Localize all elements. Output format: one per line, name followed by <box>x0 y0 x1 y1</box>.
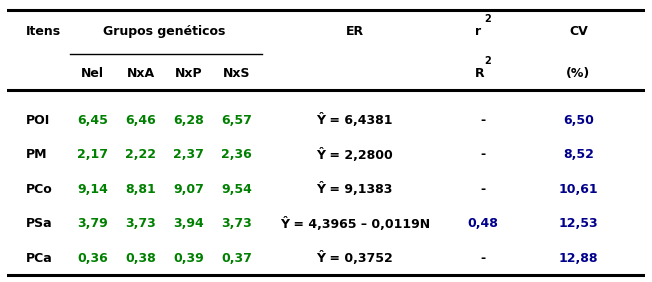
Text: -: - <box>480 183 485 196</box>
Text: 9,07: 9,07 <box>173 183 204 196</box>
Text: 0,48: 0,48 <box>467 217 498 230</box>
Text: 2,22: 2,22 <box>125 148 156 161</box>
Text: R: R <box>475 67 484 80</box>
Text: -: - <box>480 114 485 127</box>
Text: 0,36: 0,36 <box>78 252 108 265</box>
Text: 3,79: 3,79 <box>78 217 108 230</box>
Text: -: - <box>480 252 485 265</box>
Text: PCa: PCa <box>25 252 52 265</box>
Text: POI: POI <box>25 114 50 127</box>
Text: PCo: PCo <box>25 183 52 196</box>
Text: Nel: Nel <box>82 67 104 80</box>
Text: Ŷ = 4,3965 – 0,0119N: Ŷ = 4,3965 – 0,0119N <box>280 217 430 231</box>
Text: Itens: Itens <box>25 25 61 38</box>
Text: Ŷ = 6,4381: Ŷ = 6,4381 <box>316 113 393 127</box>
Text: 3,73: 3,73 <box>221 217 252 230</box>
Text: 0,39: 0,39 <box>173 252 204 265</box>
Text: NxA: NxA <box>126 67 155 80</box>
Text: 12,88: 12,88 <box>559 252 598 265</box>
Text: Grupos genéticos: Grupos genéticos <box>104 25 226 38</box>
Text: 9,14: 9,14 <box>78 183 108 196</box>
Text: 10,61: 10,61 <box>559 183 598 196</box>
Text: 6,45: 6,45 <box>78 114 108 127</box>
Text: CV: CV <box>569 25 587 38</box>
Text: r: r <box>475 25 481 38</box>
Text: 6,28: 6,28 <box>173 114 204 127</box>
Text: 6,57: 6,57 <box>221 114 252 127</box>
Text: Ŷ = 0,3752: Ŷ = 0,3752 <box>316 252 393 265</box>
Text: 9,54: 9,54 <box>221 183 252 196</box>
Text: 2: 2 <box>484 14 490 25</box>
Text: 0,38: 0,38 <box>125 252 156 265</box>
Text: 2: 2 <box>484 56 490 66</box>
Text: PM: PM <box>25 148 47 161</box>
Text: (%): (%) <box>567 67 591 80</box>
Text: 12,53: 12,53 <box>559 217 598 230</box>
Text: NxP: NxP <box>175 67 202 80</box>
Text: 0,37: 0,37 <box>221 252 252 265</box>
Text: 6,46: 6,46 <box>125 114 156 127</box>
Text: Ŷ = 9,1383: Ŷ = 9,1383 <box>317 182 393 196</box>
Text: PSa: PSa <box>25 217 52 230</box>
Text: Ŷ = 2,2800: Ŷ = 2,2800 <box>316 148 393 162</box>
Text: 2,17: 2,17 <box>78 148 108 161</box>
Text: 3,94: 3,94 <box>173 217 204 230</box>
Text: NxS: NxS <box>223 67 250 80</box>
Text: 2,36: 2,36 <box>221 148 252 161</box>
Text: 3,73: 3,73 <box>125 217 156 230</box>
Text: -: - <box>480 148 485 161</box>
Text: 8,52: 8,52 <box>563 148 594 161</box>
Text: 6,50: 6,50 <box>563 114 594 127</box>
Text: 8,81: 8,81 <box>125 183 156 196</box>
Text: ER: ER <box>346 25 364 38</box>
Text: 2,37: 2,37 <box>173 148 204 161</box>
